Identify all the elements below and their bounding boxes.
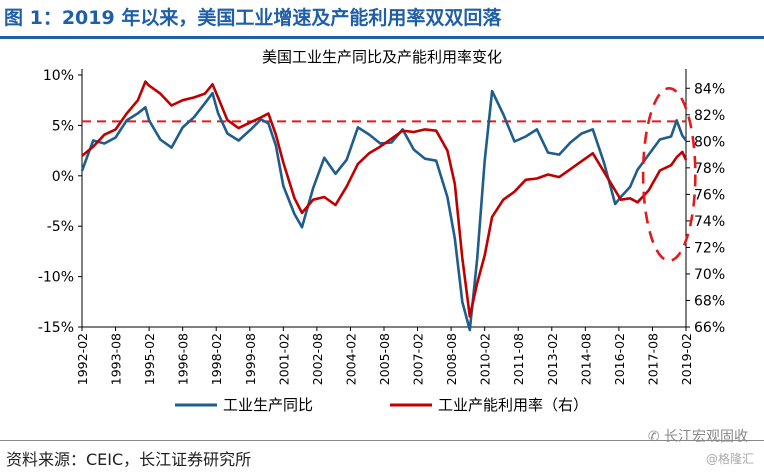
x-tick-label: 2005-08 [377, 333, 392, 385]
x-tick-label: 2017-08 [645, 333, 660, 385]
x-tick-label: 2019-02 [679, 333, 694, 385]
annotation-ellipse [641, 86, 697, 262]
legend: 工业生产同比 工业产能利用率（右） [175, 396, 588, 414]
x-tick-label: 1993-08 [109, 333, 124, 385]
source-rule [0, 440, 764, 441]
x-tick-label: 2008-08 [444, 333, 459, 385]
watermark: ✆ 长江宏观固收 [648, 426, 748, 446]
right-tick-label: 84% [694, 81, 725, 97]
right-tick-label: 76% [694, 187, 725, 203]
right-tick-label: 74% [694, 214, 725, 230]
x-tick-label: 1999-08 [243, 333, 258, 385]
right-tick-label: 78% [694, 161, 725, 177]
figure-title: 图 1：2019 年以来，美国工业增速及产能利用率双双回落 [4, 7, 502, 29]
right-tick-label: 82% [694, 108, 725, 124]
series-lines [80, 80, 688, 332]
left-tick-label: 10% [43, 68, 74, 84]
x-tick-label: 2014-08 [578, 333, 593, 385]
x-tick-label: 2004-02 [343, 333, 358, 385]
right-tick-label: 66% [694, 320, 725, 336]
series-line-capacity [81, 80, 688, 318]
chart-svg: 美国工业生产同比及产能利用率变化 10% 5% 0% -5% -10% -15% 84% 82… [38, 48, 725, 414]
chart-title: 美国工业生产同比及产能利用率变化 [262, 48, 502, 66]
series-line-ip [80, 89, 688, 332]
x-tick-label: 1996-08 [176, 333, 191, 385]
left-tick-label: -15% [38, 320, 74, 336]
title-rule [0, 36, 764, 39]
x-tick-label: 2001-02 [276, 333, 291, 385]
left-tick-label: 5% [52, 118, 74, 134]
x-tick-label: 2010-02 [478, 333, 493, 385]
source-note: 资料来源：CEIC，长江证券研究所 [6, 450, 252, 469]
x-tick-label: 1995-02 [142, 333, 157, 385]
right-tick-label: 72% [694, 240, 725, 256]
legend-label: 工业产能利用率（右） [438, 396, 588, 414]
left-tick-label: -10% [38, 270, 74, 286]
x-tick-label: 2007-02 [411, 333, 426, 385]
x-tick-label: 1992-02 [75, 333, 90, 385]
x-tick-label: 2016-02 [612, 333, 627, 385]
x-tick-label: 2011-08 [511, 333, 526, 385]
right-tick-label: 68% [694, 293, 725, 309]
right-tick-label: 70% [694, 267, 725, 283]
watermark-sub: @格隆汇 [705, 452, 754, 466]
chart-axes: 10% 5% 0% -5% -10% -15% 84% 82% 80% 78% 76% 74% 72% 7… [38, 68, 725, 385]
right-tick-label: 80% [694, 134, 725, 150]
wechat-icon: ✆ [647, 429, 660, 445]
watermark-text: 长江宏观固收 [664, 429, 748, 445]
annotation-group [641, 86, 697, 262]
legend-label: 工业生产同比 [223, 396, 313, 414]
x-tick-label: 1998-02 [209, 333, 224, 385]
x-tick-label: 2013-02 [545, 333, 560, 385]
left-tick-label: 0% [52, 169, 74, 185]
x-tick-label: 2002-08 [310, 333, 325, 385]
left-tick-label: -5% [47, 219, 74, 235]
